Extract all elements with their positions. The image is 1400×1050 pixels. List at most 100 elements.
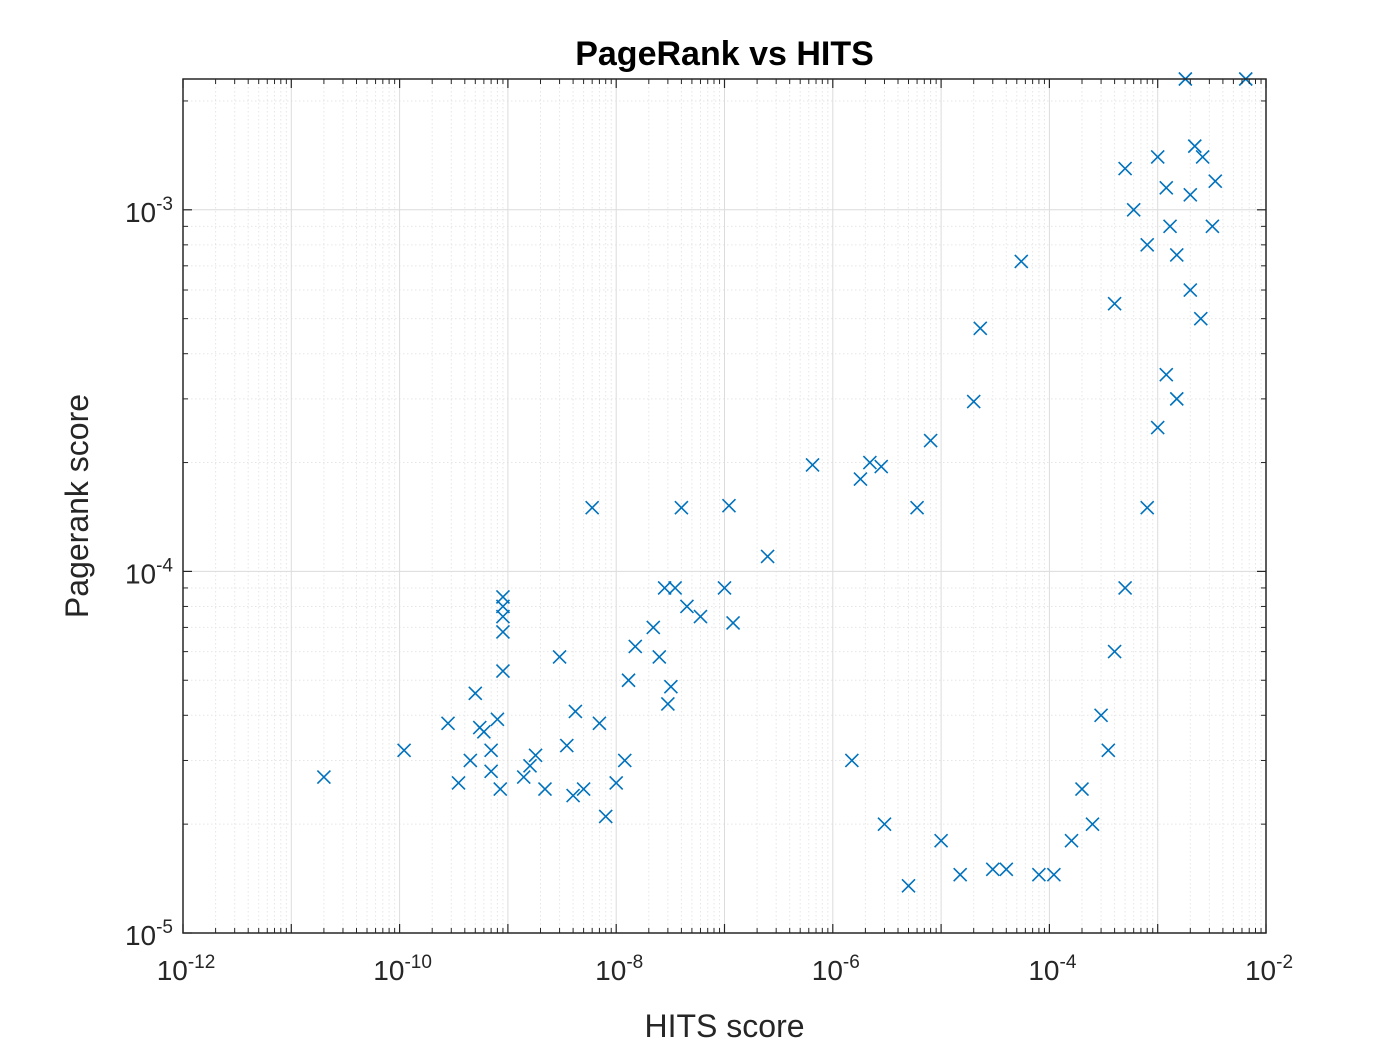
data-point [1195,149,1210,165]
y-tick-label: 10-3 [125,194,173,228]
data-point [760,549,775,564]
data-point [495,609,511,624]
data-point [621,673,636,688]
data-point [568,704,583,719]
data-point [451,775,466,791]
data-point [1046,867,1061,882]
data-point [495,589,511,604]
data-point [1150,149,1165,165]
data-point [1169,247,1184,263]
x-tick-label: 10-12 [157,952,216,986]
data-point [609,775,624,791]
data-point [484,764,499,779]
x-axis-label: HITS score [644,1008,804,1044]
x-tick-label: 10-10 [373,952,432,986]
data-point [679,599,695,614]
y-tick-labels: 10-5 10-4 10-3 [125,194,173,951]
data-point [1085,817,1100,832]
data-point [844,753,859,768]
data-point [1101,743,1116,758]
data-point [726,615,741,631]
data-point [490,712,505,727]
data-point [1150,420,1165,435]
data-point [1183,282,1198,298]
data-point [966,394,981,409]
data-point [1107,296,1122,311]
data-point [973,321,988,336]
data-point [1094,708,1109,723]
data-point [663,679,678,694]
data-point [934,833,949,848]
data-point [493,782,508,797]
data-point [1014,254,1029,269]
data-point [1140,237,1155,252]
data-point [805,457,820,472]
data-point [953,867,968,882]
x-tick-label: 10-4 [1028,952,1076,986]
data-point [1205,219,1220,234]
data-point [721,498,737,513]
data-point [1140,500,1155,515]
data-point [1187,139,1202,154]
data-point [628,639,643,654]
data-point [693,609,708,624]
data-point [1193,311,1208,326]
data-point [1183,187,1198,202]
data-point [1107,644,1122,659]
data-point [999,862,1014,877]
x-tick-labels: 10-12 10-10 10-8 10-6 10-4 10-2 [157,952,1293,986]
data-point [585,500,600,515]
data-point [862,455,877,470]
x-tick-label: 10-6 [812,952,860,986]
data-point [397,743,412,758]
data-point [1162,219,1178,234]
data-point [592,716,607,731]
data-point [1118,161,1133,176]
data-point [484,743,499,758]
data-point [652,649,667,665]
data-point [901,878,916,893]
data-point [668,580,683,596]
data-point [617,753,632,768]
data-point [495,664,511,679]
data-point [552,649,567,665]
chart-title: PageRank vs HITS [575,35,874,73]
tick-marks [182,79,1267,934]
data-point [468,686,483,701]
data-point [566,788,581,803]
data-point [1031,867,1046,882]
data-point [646,620,661,635]
data-point [476,724,491,739]
y-tick-label: 10-5 [125,917,173,951]
data-point [674,500,689,515]
data-point [1208,174,1223,189]
data-point [874,459,889,474]
y-tick-label: 10-4 [125,555,173,589]
data-point [495,624,511,640]
data-point [1074,782,1090,797]
data-point [1169,391,1184,406]
data-point [537,782,553,797]
data-point [985,862,1000,877]
data-point [576,782,591,797]
x-tick-label: 10-8 [595,952,643,986]
data-point [528,748,543,763]
data-point [598,809,613,824]
data-point [316,769,331,785]
x-tick-label: 10-2 [1245,952,1293,986]
data-point [440,716,456,731]
data-point [660,696,675,712]
data-point [1159,180,1174,195]
data-point [1126,202,1141,217]
data-point [559,738,574,753]
data-point [717,580,732,596]
data-point [1159,367,1174,382]
data-point [877,817,892,832]
data-point [923,433,938,448]
data-point [516,769,531,785]
data-point [522,758,538,773]
data-point [853,472,868,487]
data-point [657,580,672,596]
data-point [910,500,925,515]
